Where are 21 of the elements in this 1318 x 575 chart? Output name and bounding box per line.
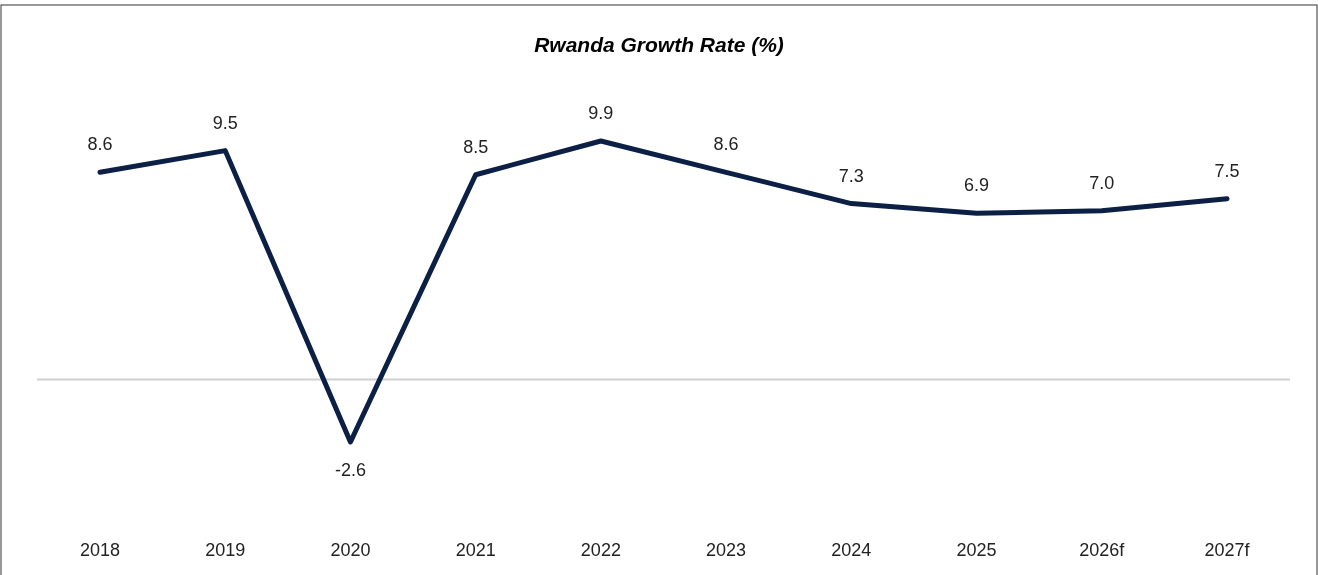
x-tick-label: 2023 xyxy=(706,540,747,560)
x-tick-label: 2027f xyxy=(1204,540,1251,560)
x-tick-label: 2025 xyxy=(956,540,997,560)
data-label: 9.9 xyxy=(588,103,614,123)
chart-title: Rwanda Growth Rate (%) xyxy=(534,33,784,56)
x-tick-label: 2018 xyxy=(79,540,121,560)
x-tick-label: 2021 xyxy=(455,540,496,560)
data-label: 8.5 xyxy=(463,136,489,157)
x-tick-label: 2019 xyxy=(205,540,246,560)
data-label: 8.6 xyxy=(713,134,739,155)
x-tick-label: 2020 xyxy=(330,540,371,560)
data-label: 7.0 xyxy=(1089,172,1115,193)
data-label: 6.9 xyxy=(964,175,990,196)
data-label: -2.6 xyxy=(334,460,366,480)
x-tick-label: 2022 xyxy=(580,540,621,560)
data-label: 7.3 xyxy=(838,165,864,186)
data-label: 9.5 xyxy=(212,112,238,133)
data-label: 7.5 xyxy=(1214,160,1240,181)
x-tick-label: 2026f xyxy=(1079,540,1126,560)
data-label: 8.6 xyxy=(87,134,113,155)
x-tick-label: 2024 xyxy=(831,540,872,560)
